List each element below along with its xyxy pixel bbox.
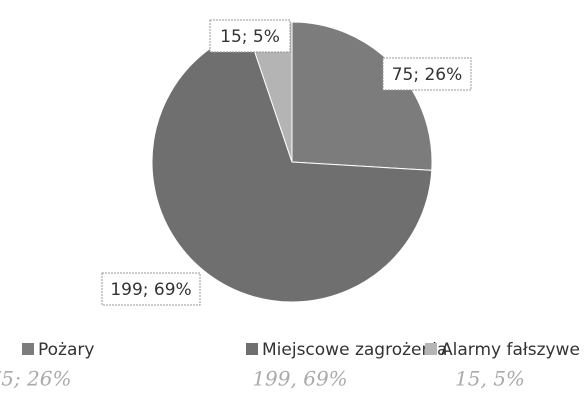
handwritten-note: 199, 69% — [252, 367, 347, 391]
data-label: 75; 26% — [392, 65, 463, 85]
pie-slice — [291, 21, 433, 171]
legend-swatch — [425, 343, 437, 355]
legend-swatch — [246, 343, 258, 355]
legend-swatch — [22, 343, 34, 355]
legend-label: Alarmy fałszywe — [441, 340, 580, 360]
data-label-box — [101, 272, 201, 306]
data-label-box — [209, 19, 291, 53]
handwritten-note: 75; 26% — [0, 367, 72, 391]
data-label: 15; 5% — [220, 27, 280, 47]
handwritten-note: 15, 5% — [455, 367, 525, 391]
legend-label: Pożary — [38, 340, 94, 360]
data-label: 199; 69% — [110, 280, 191, 300]
data-label-box — [382, 57, 472, 91]
legend-label: Miejscowe zagrożenia — [262, 340, 447, 360]
pie-slice — [151, 28, 433, 303]
